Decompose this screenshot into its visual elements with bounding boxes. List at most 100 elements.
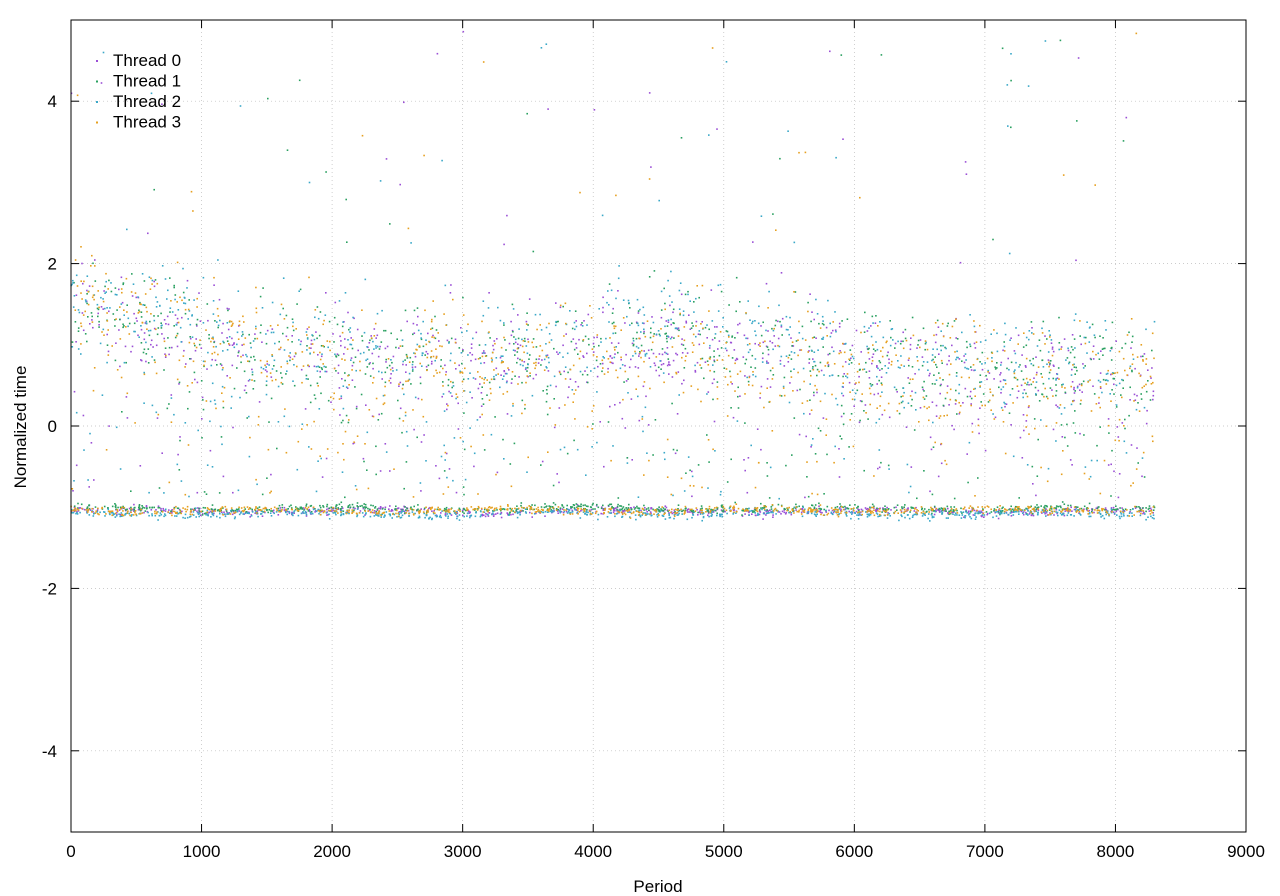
data-point xyxy=(375,510,378,513)
data-point xyxy=(500,516,503,519)
data-point xyxy=(91,285,94,288)
data-point xyxy=(212,313,215,315)
data-point xyxy=(1037,506,1040,508)
data-point xyxy=(664,505,667,507)
data-point xyxy=(621,417,624,420)
data-point xyxy=(293,512,295,514)
data-point xyxy=(957,356,959,359)
data-point xyxy=(72,279,74,282)
data-point xyxy=(1070,403,1073,406)
data-point xyxy=(206,303,209,305)
data-point xyxy=(474,509,476,511)
data-point xyxy=(262,511,265,513)
data-point xyxy=(398,417,401,420)
data-point xyxy=(386,345,389,348)
data-point xyxy=(592,405,595,407)
data-point xyxy=(874,322,877,324)
data-point xyxy=(373,511,375,514)
data-point xyxy=(573,504,576,507)
data-point xyxy=(1107,424,1110,427)
data-point xyxy=(516,505,518,507)
data-point xyxy=(792,345,795,347)
data-point xyxy=(310,339,313,342)
data-point xyxy=(677,510,680,513)
data-point xyxy=(456,515,459,518)
data-point xyxy=(211,358,213,361)
data-point xyxy=(987,401,990,403)
data-point xyxy=(145,360,147,363)
data-point xyxy=(661,509,663,511)
data-point xyxy=(309,384,312,387)
data-point xyxy=(602,508,605,510)
data-point xyxy=(361,335,363,337)
data-point xyxy=(308,326,310,328)
data-point xyxy=(502,438,504,441)
data-point xyxy=(500,509,502,512)
data-point xyxy=(308,508,311,511)
data-point xyxy=(344,372,346,374)
data-point xyxy=(566,512,569,514)
data-point xyxy=(483,508,486,511)
data-point xyxy=(461,331,463,334)
data-point xyxy=(291,513,293,515)
data-point xyxy=(818,322,820,325)
data-point xyxy=(335,505,337,508)
data-point xyxy=(133,503,135,506)
data-point xyxy=(1072,400,1074,403)
data-point xyxy=(1120,513,1123,515)
data-point xyxy=(772,213,774,215)
data-point xyxy=(122,283,124,286)
data-point xyxy=(1018,366,1020,368)
data-point xyxy=(1105,379,1108,381)
data-point xyxy=(666,340,668,343)
data-point xyxy=(940,462,943,465)
data-point xyxy=(1058,407,1061,409)
data-point xyxy=(801,337,804,340)
data-point xyxy=(717,310,720,312)
data-point xyxy=(1035,356,1037,358)
data-point xyxy=(481,514,484,517)
data-point xyxy=(237,290,240,292)
data-point xyxy=(175,334,178,337)
data-point xyxy=(424,354,426,356)
data-point xyxy=(710,508,712,511)
data-point xyxy=(672,359,675,362)
data-point xyxy=(744,375,746,377)
data-point xyxy=(783,511,786,514)
data-point xyxy=(1030,383,1033,386)
data-point xyxy=(549,384,552,387)
data-point xyxy=(501,378,504,380)
series-1-points xyxy=(71,39,1156,516)
data-point xyxy=(286,513,288,516)
data-point xyxy=(944,508,947,511)
data-point xyxy=(145,341,147,344)
data-point xyxy=(969,343,971,346)
data-point xyxy=(1121,507,1123,509)
data-point xyxy=(593,109,596,111)
data-point xyxy=(1066,423,1068,426)
data-point xyxy=(577,513,579,515)
data-point xyxy=(210,516,212,518)
data-point xyxy=(996,510,998,513)
data-point xyxy=(1118,418,1121,421)
data-point xyxy=(714,333,717,335)
data-point xyxy=(184,513,187,516)
data-point xyxy=(164,513,166,515)
data-point xyxy=(1104,509,1106,511)
data-point xyxy=(212,510,215,512)
data-point xyxy=(249,342,252,344)
data-point xyxy=(868,377,871,379)
data-point xyxy=(868,513,870,515)
data-point xyxy=(642,306,645,309)
data-point xyxy=(520,504,522,507)
data-point xyxy=(112,511,114,514)
data-point xyxy=(627,392,629,394)
data-point xyxy=(780,324,783,327)
data-point xyxy=(1110,359,1113,361)
data-point xyxy=(886,506,888,509)
data-point xyxy=(612,307,614,310)
data-point xyxy=(979,381,981,384)
data-point xyxy=(130,490,132,492)
data-point xyxy=(232,426,234,429)
data-point xyxy=(1046,510,1048,513)
